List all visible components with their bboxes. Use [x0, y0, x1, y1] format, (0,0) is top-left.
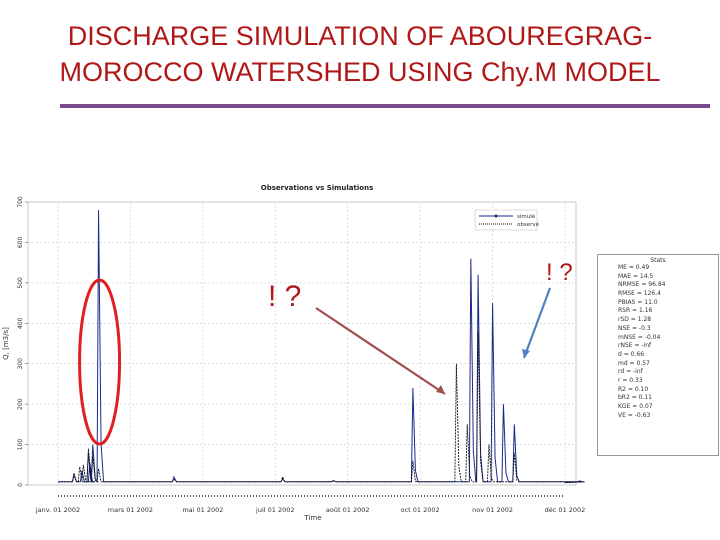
stats-row: RMSE = 126.4 [618, 290, 661, 298]
slide-title-line1: DISCHARGE SIMULATION OF ABOUREGRAG- [67, 21, 653, 51]
x-tick-label: juil 01 2002 [255, 506, 294, 514]
stats-panel: Stats ME = 0.49 MAE = 14.5 NRMSE = 96.84 RM… [597, 254, 719, 456]
stats-row: ME = 0.49 [618, 264, 650, 271]
y-tick-label: 700 [17, 196, 24, 208]
series-simule-line [58, 210, 585, 484]
stats-row: PBIAS = 11.0 [618, 298, 658, 306]
stats-row: VE = -0.63 [618, 411, 651, 419]
stats-row: d = 0.66 [618, 350, 645, 358]
y-tick-label: 100 [17, 439, 24, 451]
stats-row: R2 = 0.10 [618, 385, 649, 393]
stats-row: RSR = 1.16 [618, 307, 653, 315]
y-tick-label: 600 [17, 237, 24, 249]
stats-row: NSE = -0.3 [618, 324, 651, 332]
y-tick-label: 0 [17, 483, 24, 487]
y-tick-label: 400 [17, 317, 24, 329]
x-tick-label: oct 01 2002 [401, 506, 440, 514]
chart-title: Observations vs Simulations [261, 184, 373, 192]
stats-title: Stats [650, 257, 666, 264]
x-axis-label: Time [303, 514, 321, 522]
x-tick-label: déc 01 2002 [545, 506, 586, 514]
slide-title-line2: MOROCCO WATERSHED USING Chy.M MODEL [59, 57, 661, 87]
stats-row: NRMSE = 96.84 [618, 281, 666, 289]
stats-row: r = 0.33 [618, 376, 643, 384]
legend-entry: simulé [517, 213, 536, 220]
x-tick-label: nov 01 2002 [472, 506, 513, 514]
x-tick-label: janv. 01 2002 [35, 506, 80, 514]
stats-row: rNSE = -inf [618, 342, 652, 350]
y-tick-label: 200 [17, 398, 24, 410]
y-tick-label: 300 [17, 358, 24, 370]
arrow-right [522, 287, 552, 359]
highlight-ellipse [78, 278, 122, 446]
annotation-right: ! ? [546, 259, 573, 286]
discharge-chart: Observations vs Simulations 0 100 200 300 400… [2, 184, 586, 522]
legend-entry: observé [517, 221, 540, 228]
arrow-right-head [522, 349, 530, 358]
stats-row: bR2 = 0.11 [618, 394, 652, 402]
title-divider [60, 104, 710, 108]
stats-row: mNSE = -0.04 [618, 333, 661, 341]
stats-row: KGE = 0.07 [618, 403, 653, 410]
x-tick-label: mars 01 2002 [108, 506, 153, 514]
arrow-left-head [436, 385, 445, 394]
stats-row: md = 0.57 [618, 359, 650, 367]
slide-title: DISCHARGE SIMULATION OF ABOUREGRAG- MORO… [20, 18, 700, 90]
x-tick-label: mai 01 2002 [182, 506, 223, 514]
annotation-left: ! ? [268, 280, 301, 313]
arrow-left [315, 307, 446, 395]
y-tick-label: 500 [17, 277, 24, 289]
legend-marker [494, 214, 498, 218]
x-tick-label: août 01 2002 [326, 506, 370, 514]
y-axis-label: Q, [m3/s] [2, 327, 10, 360]
stats-row: rd = -inf [618, 368, 643, 376]
legend-box [474, 209, 538, 231]
stats-row: MAE = 14.5 [618, 272, 654, 280]
series-observe-line [58, 331, 585, 484]
plot-frame [27, 201, 577, 486]
stats-row: rSD = 1.28 [618, 316, 652, 324]
